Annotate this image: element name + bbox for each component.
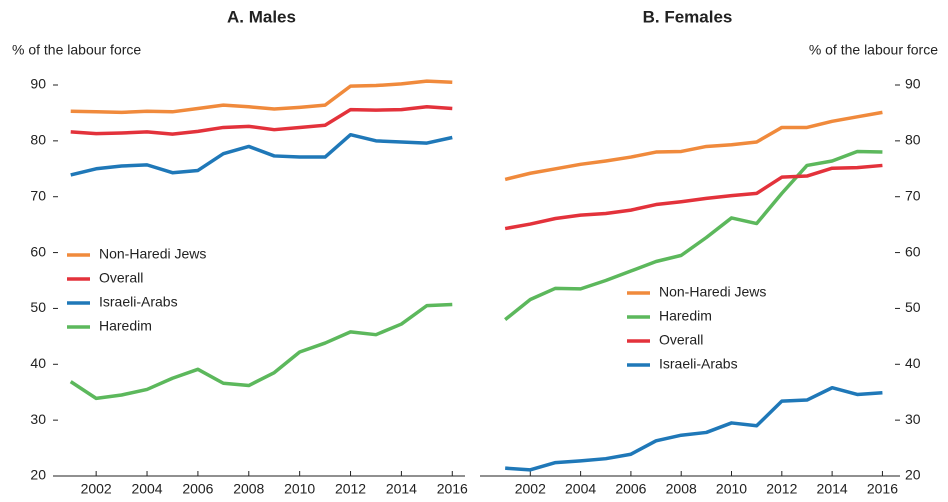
x-tick-label: 2004	[131, 481, 162, 497]
legend-label: Overall	[659, 332, 703, 348]
y-axis-label: % of the labour force	[809, 42, 938, 58]
series-line	[504, 110, 883, 182]
series-line	[70, 132, 453, 177]
y-tick-label: 50	[905, 299, 921, 315]
x-tick-label: 2010	[716, 481, 747, 497]
x-tick-label: 2012	[335, 481, 366, 497]
legend-label: Haredim	[99, 318, 152, 334]
y-tick-label: 40	[30, 355, 46, 371]
y-tick-label: 20	[905, 467, 921, 483]
y-tick-label: 80	[905, 132, 921, 148]
x-tick-label: 2014	[817, 481, 848, 497]
series-line	[505, 385, 883, 472]
y-tick-label: 90	[30, 76, 46, 92]
series-line	[70, 79, 453, 115]
y-tick-label: 60	[30, 243, 46, 259]
series-line	[70, 105, 453, 136]
x-tick-label: 2016	[437, 481, 468, 497]
legend-label: Israeli-Arabs	[99, 294, 178, 310]
y-tick-label: 70	[30, 187, 46, 203]
x-tick-label: 2008	[666, 481, 697, 497]
series-line	[69, 302, 453, 401]
panel-title: A. Males	[227, 7, 296, 26]
series-line	[504, 163, 883, 231]
legend-label: Overall	[99, 270, 143, 286]
y-axis-label: % of the labour force	[12, 42, 141, 58]
x-tick-label: 2006	[182, 481, 213, 497]
legend-label: Non-Haredi Jews	[659, 284, 766, 300]
series-line	[504, 149, 883, 321]
y-tick-label: 60	[905, 243, 921, 259]
y-tick-label: 50	[30, 299, 46, 315]
legend-label: Non-Haredi Jews	[99, 246, 206, 262]
legend-label: Israeli-Arabs	[659, 356, 738, 372]
x-tick-label: 2014	[386, 481, 417, 497]
panel-title: B. Females	[643, 7, 733, 26]
x-tick-label: 2010	[284, 481, 315, 497]
y-tick-label: 30	[30, 411, 46, 427]
x-tick-label: 2006	[615, 481, 646, 497]
y-tick-label: 20	[30, 467, 46, 483]
y-tick-label: 40	[905, 355, 921, 371]
x-tick-label: 2008	[233, 481, 264, 497]
x-tick-label: 2016	[867, 481, 898, 497]
x-tick-label: 2002	[81, 481, 112, 497]
y-tick-label: 70	[905, 187, 921, 203]
legend-label: Haredim	[659, 308, 712, 324]
x-tick-label: 2004	[565, 481, 596, 497]
y-tick-label: 30	[905, 411, 921, 427]
x-tick-label: 2012	[766, 481, 797, 497]
x-tick-label: 2002	[515, 481, 546, 497]
y-tick-label: 80	[30, 132, 46, 148]
y-tick-label: 90	[905, 76, 921, 92]
